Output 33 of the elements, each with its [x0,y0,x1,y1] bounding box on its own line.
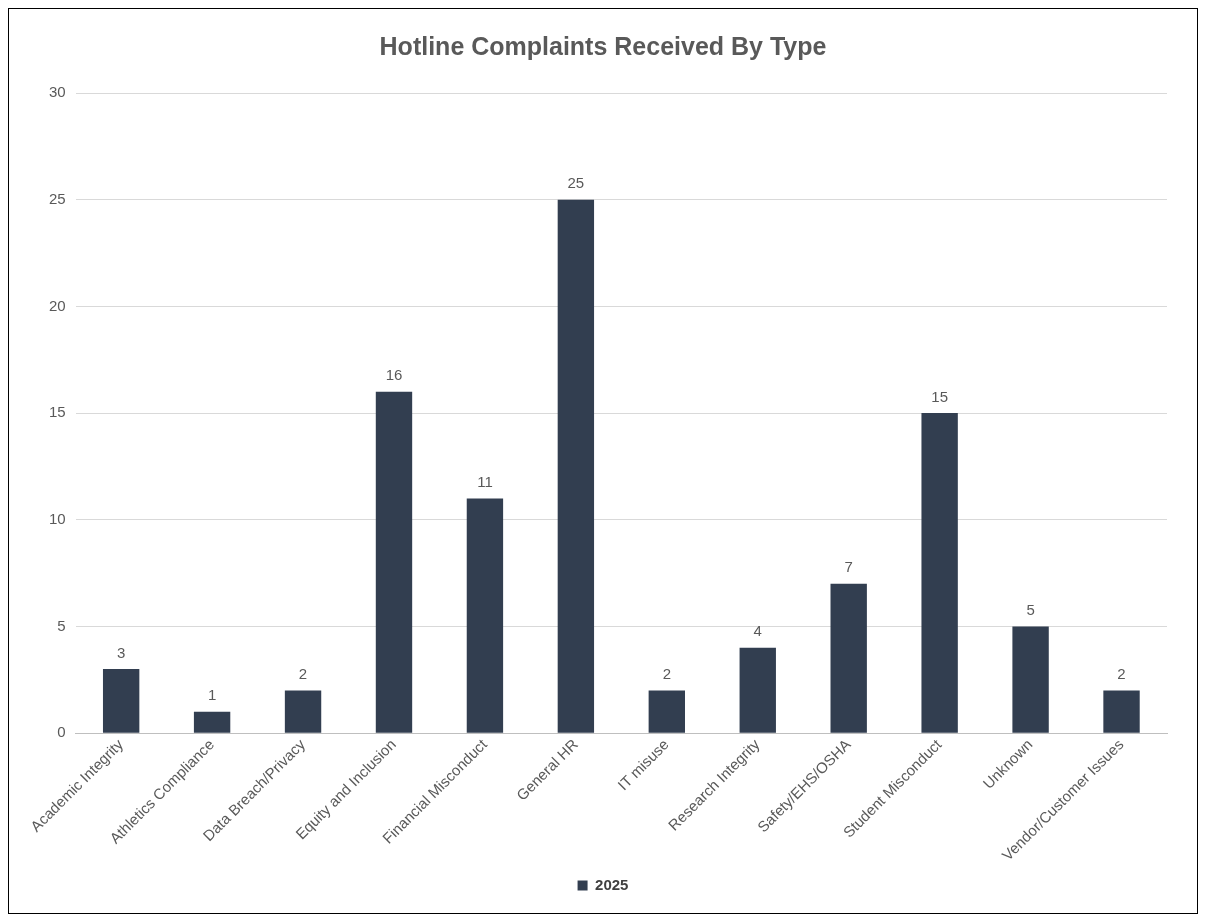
data-label: 2 [1117,665,1126,683]
data-label: 4 [753,622,762,640]
data-label: 7 [844,558,853,576]
bar [648,690,685,733]
bar [193,711,231,733]
bar [830,583,867,733]
y-tick-label: 15 [49,403,66,421]
data-label: 3 [116,643,126,661]
data-label: 16 [385,366,403,384]
y-tick-label: 5 [57,616,66,634]
data-label: 5 [1026,601,1035,619]
data-label: 2 [298,665,308,683]
legend-label: 2025 [595,875,629,893]
y-tick-label: 10 [49,509,66,527]
chart-title: Hotline Complaints Received By Type [379,31,827,60]
bar [921,413,958,733]
y-tick-label: 0 [57,723,66,741]
bar [375,391,413,733]
y-tick-label: 30 [49,83,66,101]
bar [739,647,776,733]
data-label: 11 [477,473,493,491]
data-label: 15 [931,387,948,405]
data-label: 25 [567,174,585,192]
bar [557,199,595,733]
bar [1103,690,1140,733]
bar [102,669,140,733]
y-tick-label: 25 [49,189,66,207]
bar [284,690,322,733]
y-tick-label: 20 [49,296,66,314]
data-label: 1 [207,686,217,704]
bar [466,498,504,733]
bar [1012,626,1049,733]
data-label: 2 [662,665,671,683]
